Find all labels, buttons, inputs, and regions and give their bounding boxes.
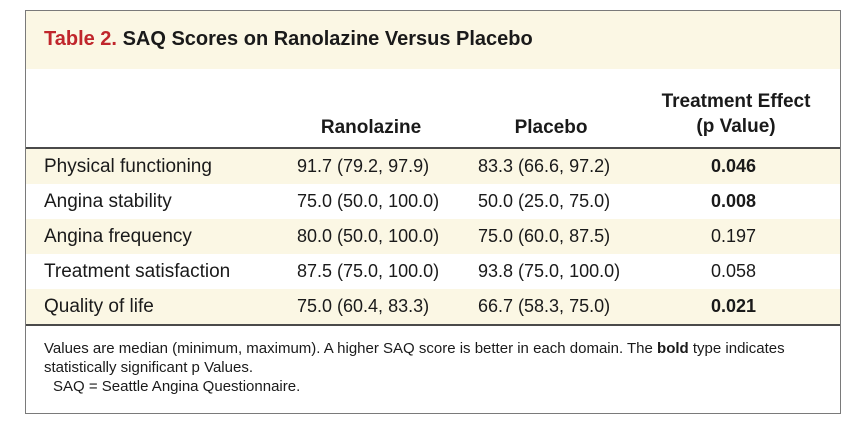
footnote-part2: type indicates statistically significant… [44, 340, 785, 376]
row-placebo-value: 66.7 (58.3, 75.0) [478, 296, 611, 316]
row-ranolazine-value: 80.0 (50.0, 100.0) [297, 226, 440, 246]
row-placebo-value: 50.0 (25.0, 75.0) [478, 191, 611, 211]
table-header: Ranolazine Placebo Treatment Effect (p V… [26, 69, 840, 147]
table-row: Angina frequency 80.0 (50.0, 100.0) 75.0… [26, 219, 840, 254]
row-domain: Angina stability [44, 191, 172, 212]
table-label: Table 2. [44, 28, 117, 50]
row-p-value: 0.021 [711, 296, 757, 316]
table-footnote: Values are median (minimum, maximum). A … [44, 339, 824, 396]
column-header-ranolazine: Ranolazine [320, 117, 422, 138]
row-ranolazine-value: 75.0 (60.4, 83.3) [297, 296, 430, 316]
column-header-treatment-effect-line1: Treatment Effect [661, 91, 811, 112]
table-row: Treatment satisfaction 87.5 (75.0, 100.0… [26, 254, 840, 289]
row-domain: Angina frequency [44, 226, 192, 247]
row-placebo-value: 93.8 (75.0, 100.0) [478, 261, 621, 281]
row-p-value: 0.046 [711, 156, 757, 176]
row-placebo-value: 83.3 (66.6, 97.2) [478, 156, 611, 176]
footnote-part1: Values are median (minimum, maximum). A … [44, 340, 658, 357]
row-ranolazine-value: 91.7 (79.2, 97.9) [297, 156, 430, 176]
row-p-value: 0.058 [711, 261, 757, 281]
footnote-abbreviation: SAQ = Seattle Angina Questionnaire. [53, 378, 301, 395]
column-header-treatment-effect: Treatment Effect (p Value) [641, 89, 831, 139]
row-ranolazine-value: 87.5 (75.0, 100.0) [297, 261, 440, 281]
row-p-value: 0.008 [711, 191, 757, 211]
footnote-text: Values are median (minimum, maximum). A … [44, 339, 824, 377]
footer-rule [26, 324, 840, 326]
table-row: Angina stability 75.0 (50.0, 100.0) 50.0… [26, 184, 840, 219]
header-rule [26, 147, 840, 149]
title-band: Table 2. SAQ Scores on Ranolazine Versus… [26, 11, 840, 69]
row-domain: Quality of life [44, 296, 154, 317]
row-domain: Treatment satisfaction [44, 261, 231, 282]
table-row: Physical functioning 91.7 (79.2, 97.9) 8… [26, 149, 840, 184]
column-header-placebo: Placebo [514, 117, 588, 138]
table-frame: Table 2. SAQ Scores on Ranolazine Versus… [25, 10, 841, 414]
table-title-text: SAQ Scores on Ranolazine Versus Placebo [122, 28, 533, 50]
row-domain: Physical functioning [44, 156, 212, 177]
row-ranolazine-value: 75.0 (50.0, 100.0) [297, 191, 440, 211]
row-p-value: 0.197 [711, 226, 757, 246]
table-body: Physical functioning 91.7 (79.2, 97.9) 8… [26, 149, 840, 324]
table-title: Table 2. SAQ Scores on Ranolazine Versus… [44, 28, 533, 51]
row-placebo-value: 75.0 (60.0, 87.5) [478, 226, 611, 246]
column-header-treatment-effect-line2: (p Value) [696, 116, 776, 137]
table-row: Quality of life 75.0 (60.4, 83.3) 66.7 (… [26, 289, 840, 324]
footnote-bold-word: bold [657, 340, 689, 357]
